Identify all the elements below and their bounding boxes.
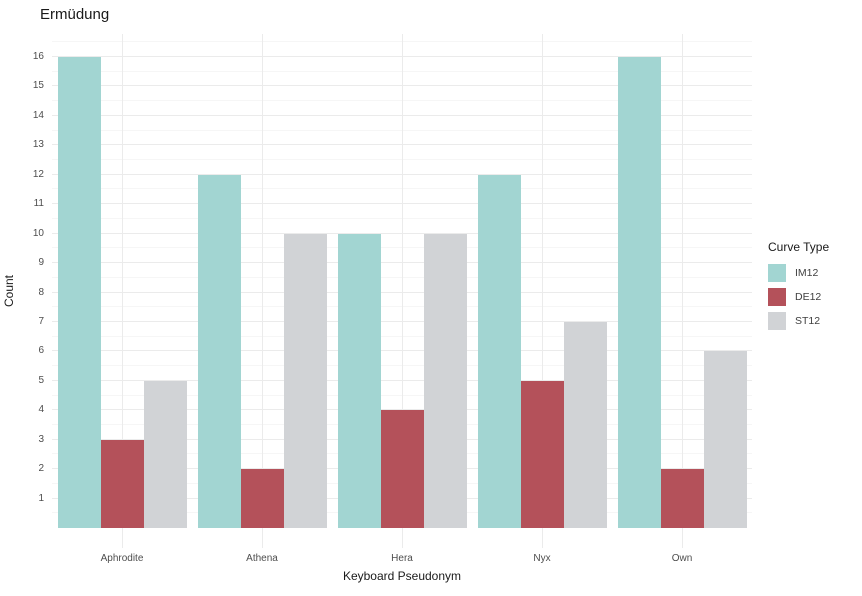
gridline-major-v xyxy=(262,34,263,548)
x-tick-label-aphrodite: Aphrodite xyxy=(100,553,144,564)
bar-own-st12 xyxy=(703,351,747,528)
chart-title: Ermüdung xyxy=(40,6,110,23)
x-tick-label-athena: Athena xyxy=(246,553,278,564)
legend-swatch-im12 xyxy=(768,264,786,282)
gridline-major-v xyxy=(542,34,543,548)
gridline-major-v xyxy=(682,34,683,548)
gridline-major-v xyxy=(122,34,123,548)
y-tick-label-11: 11 xyxy=(33,198,44,210)
y-tick-label-6: 6 xyxy=(38,345,44,357)
y-tick-label-16: 16 xyxy=(32,51,44,62)
x-tick-label-hera: Hera xyxy=(391,553,413,564)
legend-key-st12: ST12 xyxy=(768,312,829,330)
y-tick-label-14: 14 xyxy=(32,109,44,121)
legend-label-st12: ST12 xyxy=(795,315,821,327)
bar-aphrodite-st12 xyxy=(143,380,187,528)
bar-aphrodite-im12 xyxy=(57,57,101,528)
bar-nyx-st12 xyxy=(563,321,607,528)
legend: Curve Type IM12 DE12 ST12 xyxy=(768,240,829,336)
legend-label-de12: DE12 xyxy=(795,291,822,303)
bar-own-im12 xyxy=(617,57,661,528)
y-tick-label-5: 5 xyxy=(38,374,44,386)
x-tick-label-nyx: Nyx xyxy=(533,553,551,564)
bar-athena-de12 xyxy=(240,469,284,528)
bar-athena-st12 xyxy=(283,233,327,528)
y-tick-label-7: 7 xyxy=(38,315,44,327)
bar-hera-st12 xyxy=(423,233,467,528)
bar-athena-im12 xyxy=(197,174,241,528)
legend-label-im12: IM12 xyxy=(795,267,819,279)
bar-own-de12 xyxy=(660,469,704,528)
y-tick-label-12: 12 xyxy=(32,168,44,180)
y-tick-label-3: 3 xyxy=(38,433,44,445)
x-axis-title: Keyboard Pseudonym xyxy=(342,569,462,583)
y-tick-label-8: 8 xyxy=(38,286,44,298)
y-tick-label-15: 15 xyxy=(32,80,44,92)
legend-key-de12: DE12 xyxy=(768,288,829,306)
y-tick-label-13: 13 xyxy=(32,139,44,151)
bar-nyx-im12 xyxy=(477,174,521,528)
legend-swatch-st12 xyxy=(768,312,786,330)
y-tick-label-9: 9 xyxy=(38,257,44,269)
bar-hera-de12 xyxy=(380,410,424,528)
y-tick-label-10: 10 xyxy=(32,227,44,239)
y-tick-label-1: 1 xyxy=(38,492,44,504)
bar-aphrodite-de12 xyxy=(100,439,144,528)
bar-nyx-de12 xyxy=(520,380,564,528)
legend-swatch-de12 xyxy=(768,288,786,306)
x-tick-label-own: Own xyxy=(671,553,693,564)
plot-panel xyxy=(52,34,752,548)
bar-hera-im12 xyxy=(337,233,381,528)
gridline-major-v xyxy=(402,34,403,548)
legend-key-im12: IM12 xyxy=(768,264,829,282)
y-tick-label-4: 4 xyxy=(38,404,44,416)
y-tick-label-2: 2 xyxy=(38,463,44,475)
legend-title: Curve Type xyxy=(768,240,830,254)
